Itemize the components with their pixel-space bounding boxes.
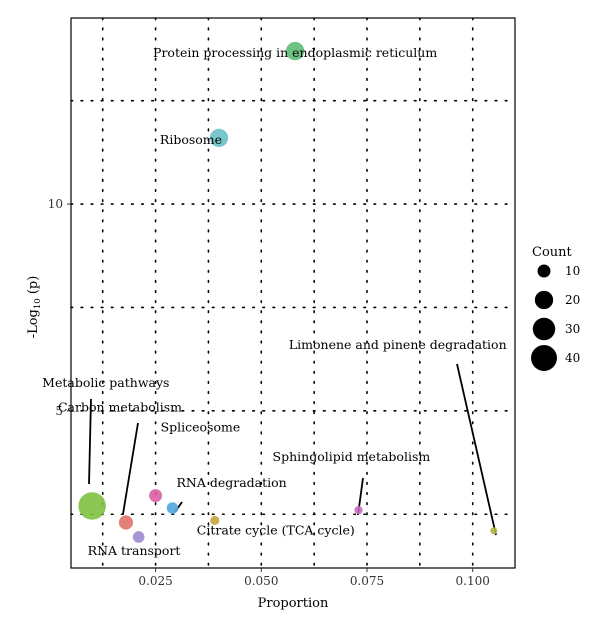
point-label-0: Protein processing in endoplasmic reticu… <box>153 45 437 60</box>
x-tick-label-3: 0.100 <box>456 574 490 588</box>
y-tick-label-0: 5 <box>55 404 63 418</box>
y-axis-title-suffix: (p) <box>26 276 41 299</box>
point-4 <box>149 489 163 503</box>
point-5 <box>166 502 179 514</box>
x-axis: 0.025 0.050 0.075 0.100 <box>138 568 490 588</box>
legend-key-1 <box>534 290 554 310</box>
x-tick-label-2: 0.075 <box>350 574 384 588</box>
plot-panel <box>70 17 516 569</box>
point-2 <box>78 492 106 520</box>
legend-key-2 <box>532 317 556 341</box>
grid <box>70 17 516 569</box>
y-axis-title-subscript: 10 <box>33 298 43 309</box>
y-axis: 5 10 <box>48 197 71 418</box>
legend-label-0: 10 <box>565 264 580 278</box>
y-axis-title-main: -Log <box>26 309 41 338</box>
legend-key-3 <box>531 345 557 371</box>
leader-line-3 <box>122 422 139 515</box>
legend-label-1: 20 <box>565 293 580 307</box>
point-label-8: Sphingolipid metabolism <box>273 449 431 464</box>
point-label-1: Ribosome <box>160 132 222 147</box>
point-6 <box>132 531 145 543</box>
point-label-6: RNA transport <box>88 543 181 558</box>
point-label-9: Limonene and pinene degradation <box>289 337 507 352</box>
leader-line-9 <box>456 363 497 536</box>
point-1 <box>209 128 229 148</box>
point-label-3: Carbon metabolism <box>58 400 182 415</box>
y-axis-title: -Log10 (p) <box>26 276 43 339</box>
point-0 <box>285 41 305 61</box>
point-label-4: Spliceosome <box>161 420 241 435</box>
x-axis-title: Proportion <box>258 596 329 611</box>
point-7 <box>210 515 220 526</box>
y-tick-label-1: 10 <box>48 197 63 211</box>
x-tick-label-1: 0.050 <box>244 574 278 588</box>
point-3 <box>118 515 134 530</box>
legend-title: Count <box>532 245 573 260</box>
data-points <box>78 41 498 543</box>
point-8 <box>354 506 363 515</box>
legend-label-2: 30 <box>565 322 580 336</box>
x-tick-label-0: 0.025 <box>138 574 172 588</box>
point-9 <box>490 527 498 535</box>
point-label-5: RNA degradation <box>176 475 286 490</box>
point-label-7: Citrate cycle (TCA cycle) <box>197 522 355 537</box>
point-label-2: Metabolic pathways <box>42 375 169 390</box>
legend-key-0 <box>537 264 551 278</box>
leader-line-2 <box>88 398 92 485</box>
legend-label-3: 40 <box>565 351 580 365</box>
legend: Count 10 20 30 40 <box>531 245 580 371</box>
point-labels: Protein processing in endoplasmic reticu… <box>42 45 506 558</box>
